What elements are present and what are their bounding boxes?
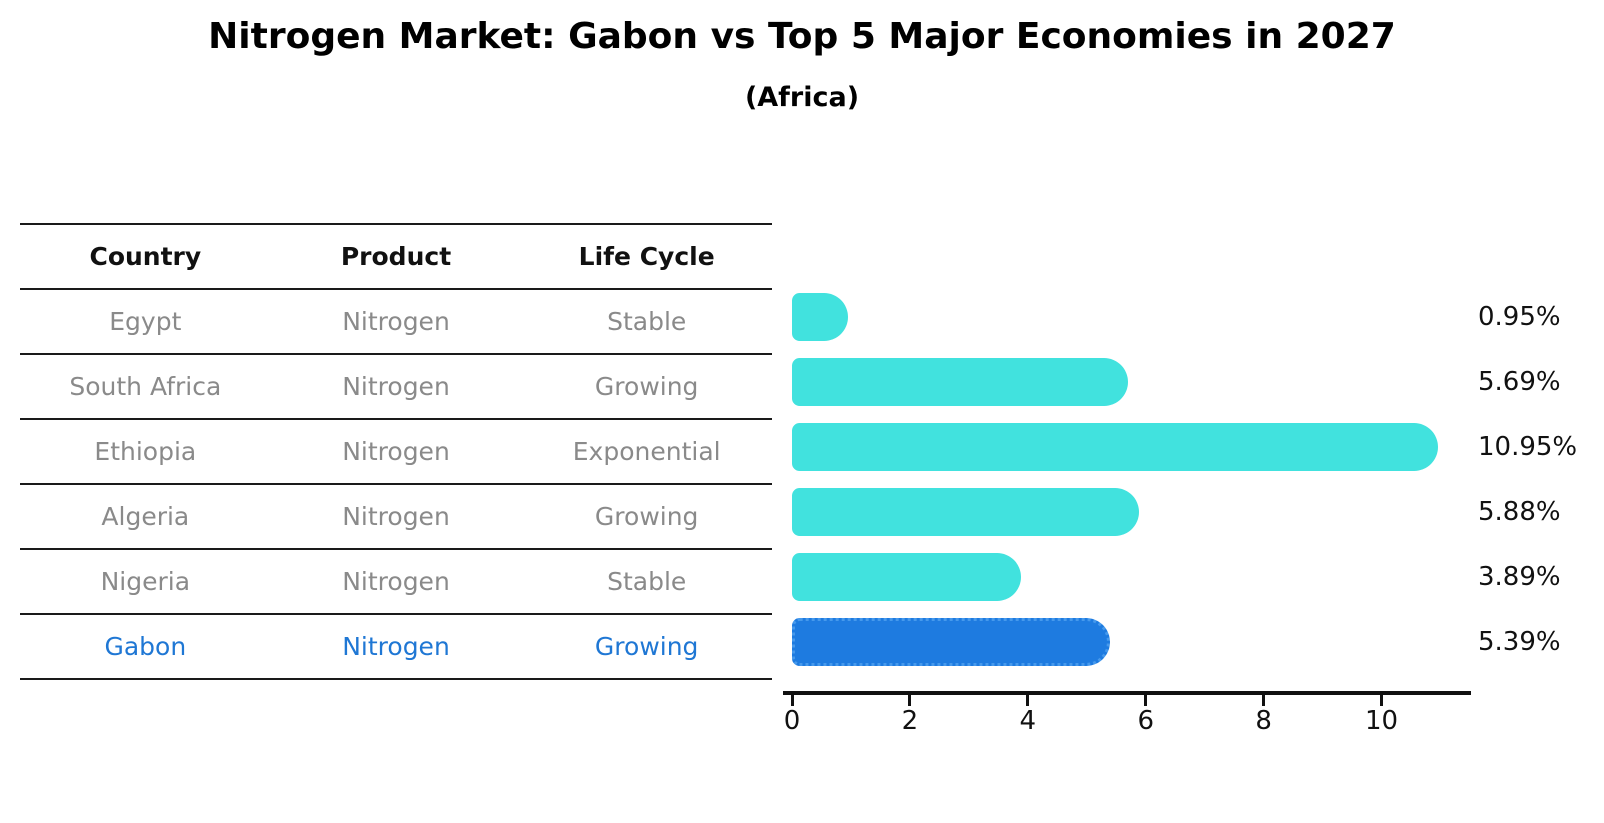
x-tick-label: 2 [901, 706, 919, 736]
country-cell: Ethiopia [94, 437, 197, 466]
bar-egypt [792, 293, 848, 341]
bar-row: 5.88% [0, 488, 1604, 536]
product-cell: Nitrogen [342, 372, 450, 401]
bar-row: 5.69% [0, 358, 1604, 406]
bar-gabon [792, 618, 1110, 666]
x-tick-label: 8 [1255, 706, 1272, 736]
country-cell: Nigeria [100, 567, 191, 596]
country-table: Country Product Life Cycle Egypt Nitroge… [20, 223, 772, 680]
column-header-life-cycle: Life Cycle [578, 242, 715, 271]
table-row: Egypt Nitrogen Stable [20, 288, 772, 353]
column-header-product: Product [340, 242, 452, 271]
product-cell: Nitrogen [342, 632, 450, 661]
bar-value-label: 5.69% [1478, 367, 1561, 397]
x-tick-label: 0 [783, 706, 801, 736]
x-tick-label: 10 [1365, 706, 1399, 736]
life-cycle-cell: Growing [594, 502, 699, 531]
product-cell: Nitrogen [342, 567, 450, 596]
x-tick-mark [908, 695, 912, 706]
x-tick-mark [1262, 695, 1266, 706]
x-axis [783, 691, 1471, 695]
life-cycle-cell: Stable [607, 307, 687, 336]
life-cycle-cell: Stable [607, 567, 687, 596]
x-tick-label: 4 [1019, 706, 1037, 736]
bar-row: 3.89% [0, 553, 1604, 601]
country-cell: South Africa [69, 372, 222, 401]
country-cell: Gabon [104, 632, 187, 661]
x-tick-mark [1380, 695, 1384, 706]
product-cell: Nitrogen [342, 437, 450, 466]
bar-row: 10.95% [0, 423, 1604, 471]
x-tick-label: 6 [1137, 706, 1154, 736]
bar-value-label: 10.95% [1478, 432, 1578, 462]
product-cell: Nitrogen [342, 502, 450, 531]
bar-ethiopia [792, 423, 1438, 471]
life-cycle-cell: Exponential [572, 437, 721, 466]
table-row: South Africa Nitrogen Growing [20, 353, 772, 418]
bar-nigeria [792, 553, 1022, 601]
table-header-row: Country Product Life Cycle [20, 223, 772, 288]
x-tick-mark [1144, 695, 1148, 706]
chart-subtitle: (Africa) [744, 82, 860, 113]
bar-row: 5.39% [0, 618, 1604, 666]
x-tick-mark [1026, 695, 1030, 706]
table-row: Nigeria Nitrogen Stable [20, 548, 772, 613]
bar-algeria [792, 488, 1139, 536]
life-cycle-cell: Growing [594, 632, 699, 661]
chart-title: Nitrogen Market: Gabon vs Top 5 Major Ec… [208, 16, 1396, 57]
bar-value-label: 3.89% [1478, 562, 1561, 592]
bar-row: 0.95% [0, 293, 1604, 341]
country-cell: Algeria [101, 502, 190, 531]
country-cell: Egypt [109, 307, 182, 336]
x-tick-mark [790, 695, 794, 706]
column-header-country: Country [89, 242, 202, 271]
bar-value-label: 5.88% [1478, 497, 1561, 527]
table-row: Algeria Nitrogen Growing [20, 483, 772, 548]
table-row-gabon: Gabon Nitrogen Growing [20, 613, 772, 678]
life-cycle-cell: Growing [594, 372, 699, 401]
product-cell: Nitrogen [342, 307, 450, 336]
bar-value-label: 5.39% [1478, 627, 1561, 657]
bar-south-africa [792, 358, 1128, 406]
bar-value-label: 0.95% [1478, 302, 1561, 332]
table-row: Ethiopia Nitrogen Exponential [20, 418, 772, 483]
